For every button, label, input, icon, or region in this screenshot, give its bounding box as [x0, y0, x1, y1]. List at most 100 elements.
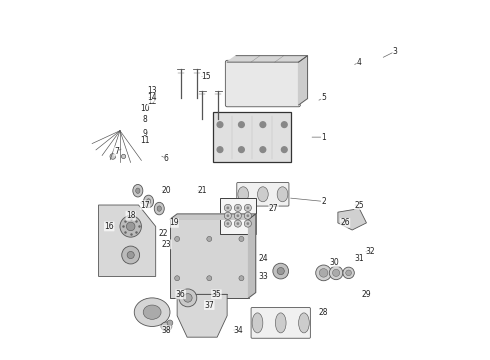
Ellipse shape: [143, 305, 161, 319]
Circle shape: [260, 122, 266, 127]
Circle shape: [237, 222, 239, 225]
Text: 13: 13: [147, 86, 157, 95]
Text: 8: 8: [143, 115, 147, 124]
Circle shape: [237, 206, 239, 209]
Ellipse shape: [136, 188, 140, 193]
Ellipse shape: [275, 313, 286, 333]
Circle shape: [281, 122, 287, 127]
Ellipse shape: [144, 195, 153, 208]
Text: 31: 31: [354, 254, 364, 263]
Text: 29: 29: [362, 290, 371, 299]
Circle shape: [207, 276, 212, 281]
Circle shape: [226, 214, 229, 217]
Bar: [213, 112, 292, 162]
FancyBboxPatch shape: [225, 60, 300, 107]
Circle shape: [224, 212, 231, 219]
Circle shape: [126, 222, 135, 231]
Circle shape: [246, 222, 249, 225]
Circle shape: [316, 265, 331, 281]
Circle shape: [127, 251, 134, 258]
Polygon shape: [338, 208, 367, 230]
Circle shape: [237, 214, 239, 217]
Bar: [170, 219, 248, 298]
Circle shape: [234, 204, 242, 211]
Circle shape: [239, 122, 245, 127]
Ellipse shape: [238, 187, 248, 202]
Circle shape: [245, 212, 251, 219]
Circle shape: [120, 216, 142, 237]
Ellipse shape: [157, 206, 161, 211]
Circle shape: [224, 204, 231, 211]
Text: 3: 3: [392, 47, 397, 56]
Text: 32: 32: [365, 247, 375, 256]
Circle shape: [239, 147, 245, 153]
Text: 24: 24: [258, 254, 268, 263]
Ellipse shape: [277, 187, 288, 202]
Text: 16: 16: [104, 222, 114, 231]
Circle shape: [319, 269, 328, 277]
Circle shape: [245, 204, 251, 211]
Text: 26: 26: [340, 219, 350, 228]
Polygon shape: [248, 214, 256, 298]
Text: 12: 12: [147, 97, 157, 106]
Polygon shape: [177, 294, 227, 337]
Circle shape: [343, 267, 354, 279]
Ellipse shape: [252, 313, 263, 333]
Polygon shape: [298, 56, 308, 105]
Circle shape: [226, 222, 229, 225]
Polygon shape: [227, 56, 308, 62]
Circle shape: [179, 289, 197, 307]
Text: 20: 20: [162, 186, 171, 195]
Circle shape: [224, 220, 231, 227]
Text: 34: 34: [233, 325, 243, 334]
Ellipse shape: [133, 184, 143, 197]
Circle shape: [329, 266, 343, 280]
FancyBboxPatch shape: [237, 183, 289, 206]
Ellipse shape: [134, 298, 170, 327]
Text: 1: 1: [321, 132, 326, 141]
Circle shape: [122, 154, 126, 158]
Circle shape: [234, 212, 242, 219]
Circle shape: [226, 206, 229, 209]
Text: 9: 9: [143, 129, 147, 138]
Text: 2: 2: [321, 197, 326, 206]
Text: 4: 4: [357, 58, 362, 67]
FancyBboxPatch shape: [251, 307, 310, 338]
Polygon shape: [170, 214, 256, 219]
Ellipse shape: [258, 187, 268, 202]
Polygon shape: [98, 205, 156, 276]
Circle shape: [346, 270, 351, 276]
Text: 36: 36: [176, 290, 186, 299]
Text: 35: 35: [212, 290, 221, 299]
Circle shape: [122, 246, 140, 264]
Text: 5: 5: [321, 93, 326, 102]
Circle shape: [174, 276, 180, 281]
Text: 10: 10: [140, 104, 150, 113]
Text: 30: 30: [329, 258, 339, 267]
Text: 11: 11: [140, 136, 150, 145]
Circle shape: [110, 154, 116, 159]
Circle shape: [234, 220, 242, 227]
Ellipse shape: [161, 322, 172, 331]
Text: 33: 33: [258, 272, 268, 281]
Text: 6: 6: [164, 154, 169, 163]
Text: 18: 18: [126, 211, 135, 220]
Circle shape: [207, 237, 212, 242]
Circle shape: [239, 237, 244, 242]
Text: 25: 25: [354, 201, 364, 210]
Circle shape: [281, 147, 287, 153]
Text: 23: 23: [162, 240, 171, 249]
Text: 27: 27: [269, 204, 278, 213]
Circle shape: [245, 220, 251, 227]
Circle shape: [246, 214, 249, 217]
Text: 17: 17: [140, 201, 150, 210]
Bar: [220, 198, 256, 234]
Ellipse shape: [147, 199, 151, 204]
Circle shape: [246, 206, 249, 209]
Circle shape: [174, 237, 180, 242]
Circle shape: [217, 122, 223, 127]
Text: 14: 14: [147, 93, 157, 102]
Ellipse shape: [154, 202, 164, 215]
Circle shape: [260, 147, 266, 153]
Text: 15: 15: [201, 72, 211, 81]
